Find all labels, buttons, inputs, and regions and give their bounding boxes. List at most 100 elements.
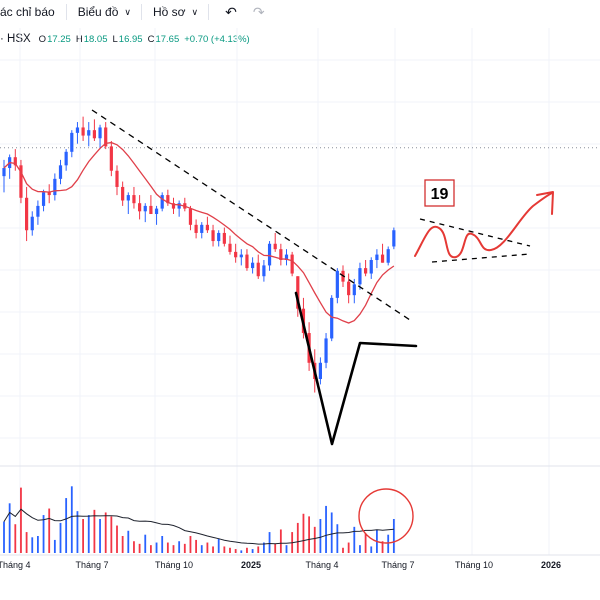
candle-body xyxy=(47,192,51,196)
volume-bar xyxy=(279,529,282,553)
annotations: 19 xyxy=(91,109,554,544)
redo-icon: ↷ xyxy=(252,3,265,20)
candle-body xyxy=(188,208,193,225)
volume-bar xyxy=(392,519,395,553)
volume-bar xyxy=(342,547,344,553)
volume-bar xyxy=(257,546,260,553)
volume-bar xyxy=(189,536,192,553)
candle-body xyxy=(166,195,170,204)
volume-bar xyxy=(353,526,356,553)
profile-menu-button[interactable]: Hồ sơ ∨ xyxy=(153,5,198,19)
candle-body xyxy=(75,127,80,133)
volume-bar xyxy=(387,534,390,553)
toolbar-divider xyxy=(65,4,67,20)
chart-menu-label: Biểu đồ xyxy=(77,5,119,19)
volume-bar xyxy=(212,546,214,553)
volume-bar xyxy=(319,519,322,553)
profile-menu-label: Hồ sơ xyxy=(153,5,186,19)
candle-body xyxy=(2,168,6,177)
candle-body xyxy=(25,197,29,231)
candle-body xyxy=(290,254,294,274)
volume-bar xyxy=(14,524,17,553)
candle-body xyxy=(87,130,91,136)
candle-body xyxy=(13,157,17,166)
volume-bar xyxy=(200,545,203,553)
symbol-label[interactable]: · HSX xyxy=(0,33,31,45)
high-key: H xyxy=(75,33,83,45)
chart-menu-button[interactable]: Biểu đồ ∨ xyxy=(78,5,131,19)
candle-body xyxy=(194,224,198,233)
volume-bar xyxy=(76,511,79,553)
undo-icon: ↶ xyxy=(225,3,237,20)
volume-bar xyxy=(65,498,68,553)
volume-bar xyxy=(144,534,147,553)
candle-body xyxy=(318,362,322,380)
volume-bar xyxy=(251,549,254,553)
candle-body xyxy=(19,165,23,198)
undo-button[interactable]: ↶ xyxy=(225,4,237,21)
candle-body xyxy=(352,284,356,296)
volume-bar xyxy=(25,532,28,553)
candle-body xyxy=(380,254,385,263)
annotation-number: 19 xyxy=(431,186,449,203)
x-tick-label: 2025 xyxy=(241,560,261,570)
low-value: 16.95 xyxy=(118,33,143,45)
candle-body xyxy=(58,165,63,179)
downtrend-line xyxy=(91,109,411,321)
candle-body xyxy=(228,243,232,252)
volume-bar xyxy=(268,532,271,553)
toolbar-divider xyxy=(208,4,210,20)
candle-body xyxy=(211,230,215,242)
volume-bar xyxy=(110,516,113,553)
volume-bar xyxy=(217,538,220,553)
volume-bar xyxy=(155,542,158,553)
candle-body xyxy=(392,230,396,247)
close-key: C xyxy=(147,33,155,45)
volume-bar xyxy=(347,542,350,553)
open-value: 17.25 xyxy=(47,33,71,45)
candle-body xyxy=(262,265,266,277)
triangle-lower-line xyxy=(431,253,531,263)
volume-bar xyxy=(302,513,305,553)
candle-body xyxy=(53,178,57,196)
volume-bar xyxy=(364,533,367,553)
volume-bar xyxy=(3,521,5,553)
x-tick-label: Tháng 7 xyxy=(75,560,108,570)
chevron-down-icon: ∨ xyxy=(124,6,131,17)
x-tick-label: Tháng 10 xyxy=(455,560,493,570)
volume-bar xyxy=(336,524,339,553)
candle-body xyxy=(36,205,40,217)
volume-bar xyxy=(104,512,107,553)
candle-body xyxy=(171,203,176,209)
candle-body xyxy=(64,151,68,166)
indicators-button[interactable]: ác chỉ báo xyxy=(0,5,55,19)
x-tick-label: Tháng 7 xyxy=(381,560,414,570)
candle-body xyxy=(267,243,272,266)
candle-body xyxy=(347,281,351,296)
volume-highlight-circle xyxy=(358,488,414,544)
volume-bar xyxy=(48,508,51,553)
volume-bar xyxy=(59,522,62,553)
candle-body xyxy=(279,249,283,260)
volume-bar xyxy=(161,536,164,553)
volume-bar xyxy=(178,541,181,553)
volume-bar xyxy=(82,519,84,553)
volume-bar xyxy=(20,487,22,553)
candle-body xyxy=(138,203,142,212)
candle-body xyxy=(41,192,46,206)
volume-bar xyxy=(274,543,277,553)
volume-bars xyxy=(3,486,395,553)
volume-bar xyxy=(330,512,333,553)
candle-body xyxy=(132,195,136,204)
chart-grid xyxy=(0,28,600,556)
change-value: +0.70 (+4.13%) xyxy=(184,33,250,45)
x-tick-label: 2026 xyxy=(541,560,561,570)
volume-bar xyxy=(263,542,265,553)
close-value: 17.65 xyxy=(155,33,180,45)
ohlc-legend: · HSX O 17.25 H 18.05 L 16.95 C 17.65 +0.70 … xyxy=(0,31,255,47)
redo-button[interactable]: ↷ xyxy=(253,4,265,21)
candle-body xyxy=(284,254,289,260)
volume-bar xyxy=(70,486,73,553)
candle-body xyxy=(104,127,108,147)
